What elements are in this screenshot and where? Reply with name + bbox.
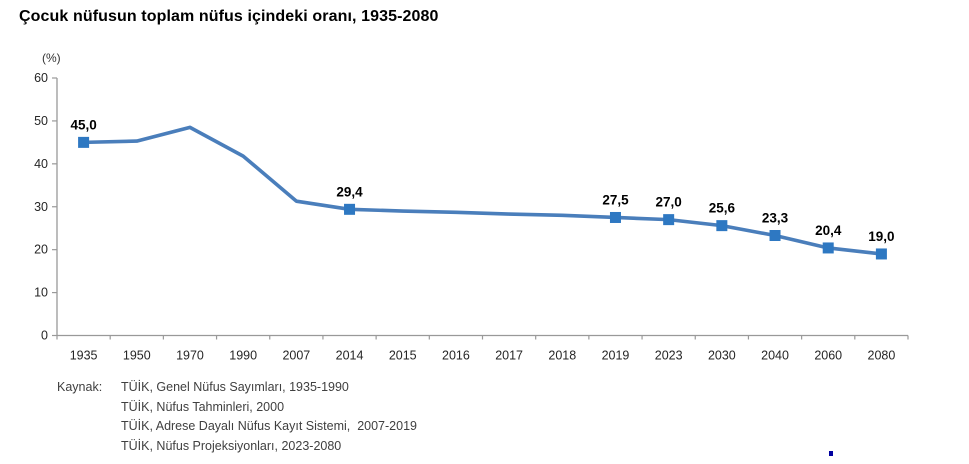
x-axis-tick-label: 2060: [814, 349, 842, 363]
x-axis-tick-label: 2007: [282, 349, 310, 363]
data-point-marker: [769, 230, 781, 242]
data-point-label: 25,6: [709, 201, 736, 216]
y-axis-tick-label: 50: [34, 114, 48, 128]
source-label: Kaynak:: [57, 380, 103, 394]
data-point-marker: [78, 136, 90, 148]
source-line: TÜİK, Genel Nüfus Sayımları, 1935-1990: [121, 380, 349, 394]
x-axis-tick-label: 2015: [389, 349, 417, 363]
source-line: TÜİK, Adrese Dayalı Nüfus Kayıt Sistemi,…: [121, 419, 417, 433]
data-point-marker: [609, 211, 621, 223]
x-axis-tick-label: 1935: [70, 349, 98, 363]
y-axis-tick-label: 10: [34, 286, 48, 300]
data-point-label: 29,4: [336, 184, 363, 199]
source-line: TÜİK, Nüfus Tahminleri, 2000: [121, 399, 285, 414]
data-point-label: 45,0: [70, 117, 96, 132]
y-axis-unit-label: (%): [42, 51, 61, 65]
series-line: [81, 125, 884, 256]
x-axis-tick-label: 2019: [602, 349, 630, 363]
chart-title: Çocuk nüfusun toplam nüfus içindeki oran…: [19, 8, 439, 25]
data-point-marker: [716, 220, 728, 232]
y-axis-tick-label: 0: [41, 329, 48, 343]
data-point-label: 27,5: [602, 192, 629, 207]
stray-blue-dot: [829, 451, 833, 456]
data-point-label: 20,4: [815, 223, 842, 238]
x-axis-tick-label: 2017: [495, 349, 523, 363]
data-point-marker: [822, 242, 834, 254]
y-axis-tick-label: 60: [34, 71, 48, 85]
x-axis-tick-label: 2018: [548, 349, 576, 363]
data-point-label: 27,0: [656, 195, 682, 210]
y-axis-tick-label: 30: [34, 200, 48, 214]
x-axis-tick-label: 1970: [176, 349, 204, 363]
x-axis-tick-label: 2016: [442, 349, 470, 363]
data-point-marker: [663, 214, 675, 226]
data-point-marker: [875, 248, 887, 260]
x-axis-tick-label: 1990: [229, 349, 257, 363]
data-point-marker: [344, 203, 356, 215]
x-axis-tick-label: 2023: [655, 349, 683, 363]
x-axis-tick-label: 1950: [123, 349, 151, 363]
x-axis-tick-label: 2014: [336, 349, 364, 363]
data-point-label: 23,3: [762, 211, 789, 226]
x-axis-tick-label: 2080: [868, 349, 896, 363]
data-point-label: 19,0: [868, 229, 894, 244]
source-line: TÜİK, Nüfus Projeksiyonları, 2023-2080: [121, 438, 342, 453]
source-lines: TÜİK, Genel Nüfus Sayımları, 1935-1990 T…: [121, 378, 417, 456]
y-axis-tick-label: 20: [34, 243, 48, 257]
source-note: Kaynak: TÜİK, Genel Nüfus Sayımları, 193…: [57, 378, 417, 456]
x-axis-tick-label: 2040: [761, 349, 789, 363]
y-axis-tick-label: 40: [34, 157, 48, 171]
x-axis-tick-label: 2030: [708, 349, 736, 363]
